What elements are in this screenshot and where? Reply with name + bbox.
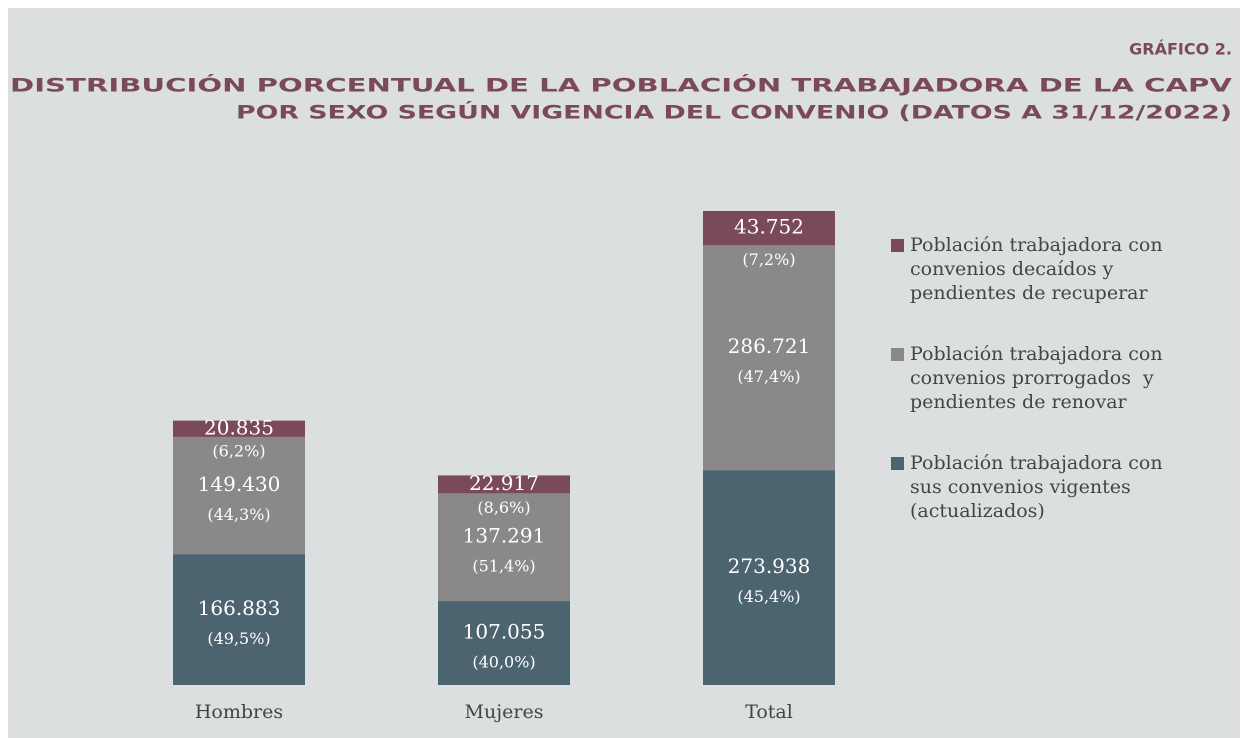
percent-label: (47,4%) <box>737 367 800 386</box>
percent-label: (51,4%) <box>472 557 535 576</box>
chart-subtitle: DISTRIBUCIÓN PORCENTUAL DE LA POBLACIÓN … <box>10 73 1232 97</box>
bar-segment <box>438 475 570 494</box>
legend-label: Población trabajadora con sus convenios … <box>910 452 1169 522</box>
value-label: 286.721 <box>728 334 811 358</box>
bar-segment <box>173 420 305 437</box>
percent-label: (40,0%) <box>472 653 535 672</box>
value-label: 20.835 <box>204 415 274 439</box>
chart-title: GRÁFICO 2. <box>1129 40 1232 59</box>
legend-swatch <box>891 239 904 252</box>
legend-swatch <box>891 457 904 470</box>
percent-label: (44,3%) <box>207 505 270 524</box>
bar-segment <box>438 601 570 685</box>
legend-swatch <box>891 348 904 361</box>
value-label: 43.752 <box>734 215 804 239</box>
x-tick-label: Total <box>745 701 793 723</box>
value-label: 166.883 <box>198 596 281 620</box>
bar-segment <box>438 493 570 602</box>
legend-label: Población trabajadora con convenios pror… <box>910 343 1169 413</box>
x-tick-label: Mujeres <box>465 701 544 723</box>
legend-item: Población trabajadora con sus convenios … <box>891 451 1191 523</box>
x-tick-label: Hombres <box>195 701 283 723</box>
percent-label: (6,2%) <box>212 441 265 460</box>
legend: Población trabajadora con convenios deca… <box>891 233 1191 560</box>
percent-label: (49,5%) <box>207 629 270 648</box>
value-label: 149.430 <box>198 472 281 496</box>
bar-segment <box>703 470 835 685</box>
legend-item: Población trabajadora con convenios pror… <box>891 342 1191 414</box>
bar-segment <box>173 554 305 685</box>
chart-subtitle: POR SEXO SEGÚN VIGENCIA DEL CONVENIO (DA… <box>236 100 1232 124</box>
value-label: 22.917 <box>469 471 539 495</box>
percent-label: (45,4%) <box>737 587 800 606</box>
bar-segment <box>703 245 835 471</box>
bar-segment <box>173 436 305 555</box>
value-label: 137.291 <box>463 524 546 548</box>
percent-label: (8,6%) <box>477 498 530 517</box>
legend-label: Población trabajadora con convenios deca… <box>910 234 1169 304</box>
bar-segment <box>703 211 835 246</box>
legend-item: Población trabajadora con convenios deca… <box>891 233 1191 305</box>
percent-label: (7,2%) <box>742 250 795 269</box>
value-label: 273.938 <box>728 554 811 578</box>
value-label: 107.055 <box>463 620 546 644</box>
